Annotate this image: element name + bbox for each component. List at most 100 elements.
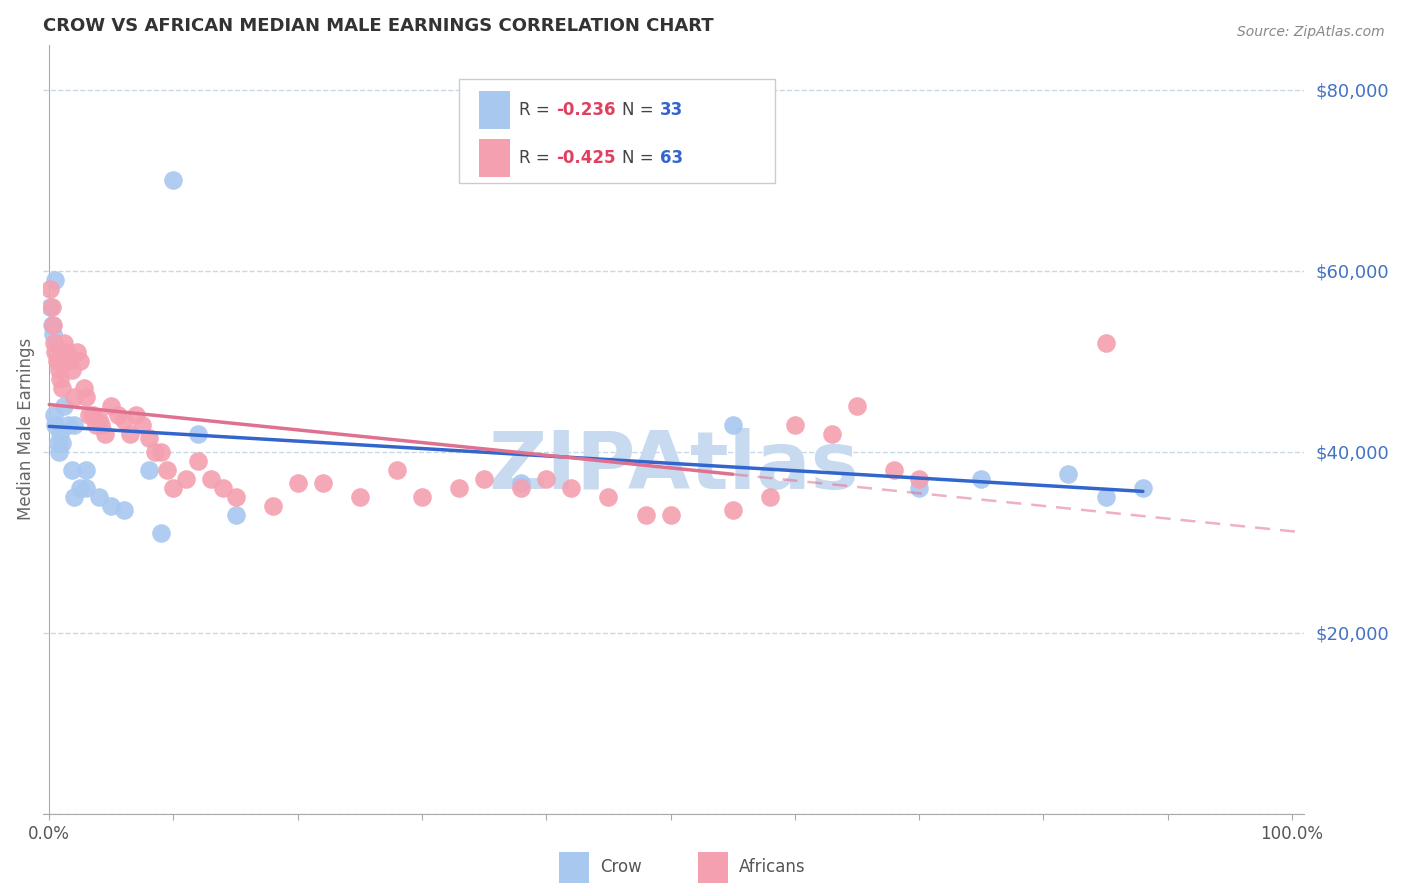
Text: 33: 33: [659, 101, 683, 119]
Text: R =: R =: [519, 149, 554, 167]
Point: [49, 426, 72, 441]
Point: [536, 472, 558, 486]
Point: [387, 463, 409, 477]
Point: [262, 499, 284, 513]
Point: [86, 417, 108, 432]
Point: [42, 326, 65, 341]
Point: [510, 481, 533, 495]
Text: CROW VS AFRICAN MEDIAN MALE EARNINGS CORRELATION CHART: CROW VS AFRICAN MEDIAN MALE EARNINGS COR…: [44, 17, 714, 35]
Point: [598, 490, 620, 504]
Point: [46, 435, 69, 450]
Point: [100, 400, 122, 414]
Point: [560, 481, 582, 495]
Point: [212, 481, 235, 495]
Point: [39, 282, 62, 296]
Point: [94, 426, 117, 441]
Point: [125, 409, 148, 423]
Point: [63, 490, 86, 504]
Point: [87, 413, 110, 427]
Point: [970, 472, 993, 486]
Point: [721, 503, 744, 517]
Point: [908, 472, 931, 486]
Point: [73, 381, 96, 395]
Point: [63, 390, 86, 404]
Point: [77, 409, 100, 423]
Point: [58, 354, 80, 368]
Point: [76, 463, 98, 477]
Point: [56, 417, 79, 432]
Point: [143, 444, 166, 458]
Point: [51, 381, 73, 395]
Point: [1094, 336, 1116, 351]
Point: [846, 400, 869, 414]
Point: [883, 463, 905, 477]
Point: [44, 345, 66, 359]
Point: [69, 354, 91, 368]
Point: [76, 390, 98, 404]
FancyBboxPatch shape: [479, 139, 510, 178]
Point: [76, 481, 98, 495]
Text: N =: N =: [621, 101, 659, 119]
Point: [112, 503, 135, 517]
Text: 63: 63: [659, 149, 683, 167]
Point: [510, 476, 533, 491]
Point: [162, 481, 184, 495]
FancyBboxPatch shape: [460, 79, 775, 183]
Point: [225, 490, 247, 504]
Point: [45, 354, 67, 368]
Point: [90, 417, 112, 432]
Text: Source: ZipAtlas.com: Source: ZipAtlas.com: [1237, 25, 1385, 39]
Point: [187, 453, 209, 467]
Point: [41, 300, 63, 314]
Point: [82, 409, 104, 423]
Point: [44, 409, 66, 423]
Point: [138, 431, 160, 445]
Point: [200, 472, 222, 486]
Point: [112, 413, 135, 427]
Point: [87, 490, 110, 504]
Point: [44, 336, 66, 351]
Text: -0.425: -0.425: [557, 149, 616, 167]
Point: [783, 417, 806, 432]
Point: [41, 318, 63, 332]
Point: [44, 417, 66, 432]
Point: [1132, 481, 1154, 495]
Point: [44, 273, 66, 287]
Point: [138, 463, 160, 477]
Text: R =: R =: [519, 101, 554, 119]
Point: [1057, 467, 1080, 482]
Point: [311, 476, 333, 491]
Point: [1094, 490, 1116, 504]
Point: [46, 354, 69, 368]
FancyBboxPatch shape: [697, 852, 728, 883]
Point: [131, 417, 153, 432]
Point: [162, 173, 184, 187]
Text: N =: N =: [621, 149, 659, 167]
Point: [187, 426, 209, 441]
Point: [821, 426, 844, 441]
Point: [69, 481, 91, 495]
Point: [65, 345, 87, 359]
Point: [51, 435, 73, 450]
Point: [759, 490, 782, 504]
Point: [225, 508, 247, 522]
Point: [53, 336, 76, 351]
Point: [449, 481, 471, 495]
Point: [287, 476, 309, 491]
FancyBboxPatch shape: [479, 91, 510, 129]
Point: [721, 417, 744, 432]
Point: [908, 481, 931, 495]
Point: [39, 300, 62, 314]
Point: [659, 508, 682, 522]
Point: [349, 490, 371, 504]
Text: -0.236: -0.236: [557, 101, 616, 119]
Point: [63, 417, 86, 432]
Text: ZIPAtlas: ZIPAtlas: [488, 428, 859, 507]
Point: [48, 363, 70, 377]
Text: Africans: Africans: [740, 858, 806, 876]
Point: [60, 463, 83, 477]
Point: [150, 444, 173, 458]
Point: [55, 345, 77, 359]
Point: [174, 472, 197, 486]
Point: [472, 472, 495, 486]
